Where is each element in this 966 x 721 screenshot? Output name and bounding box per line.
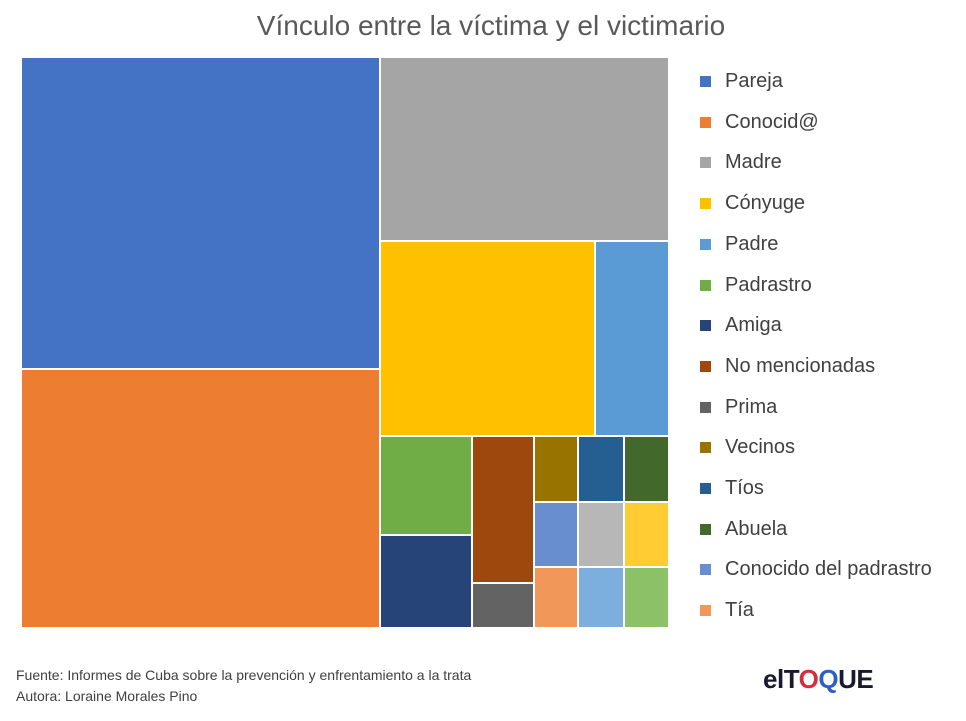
legend-swatch [700, 564, 711, 576]
treemap-cell-tíos [577, 435, 625, 503]
legend-label: Madre [725, 151, 782, 174]
legend-label: Conocido del padrastro [725, 558, 932, 581]
legend-swatch [700, 157, 711, 169]
legend-label: Tíos [725, 477, 764, 499]
chart-footer: Fuente: Informes de Cuba sobre la preven… [16, 665, 471, 707]
legend-swatch [700, 198, 711, 210]
legend-swatch [700, 116, 711, 128]
legend-label: Padrastro [725, 273, 812, 296]
treemap-cell-conocid@ [20, 368, 381, 629]
treemap-cell-padre [594, 240, 670, 437]
treemap-cell-prima [471, 582, 535, 629]
legend-swatch [700, 401, 711, 413]
legend-swatch [700, 279, 711, 291]
treemap-cell-padrastro [379, 435, 473, 536]
treemap-cell-conocido-del-padrastro [533, 501, 579, 568]
legend-swatch [700, 76, 711, 87]
legend-label: No mencionadas [725, 354, 876, 377]
legend-swatch [700, 483, 711, 494]
eltoque-logo: elTOQUE [763, 664, 874, 694]
legend-label: Conocid@ [725, 110, 819, 133]
treemap-cell-madre [379, 56, 670, 242]
legend-label: Cónyuge [725, 192, 806, 215]
legend-label: Vecinos [725, 436, 796, 459]
treemap-cell-vecinos [533, 435, 579, 503]
treemap-cell-cónyuge [379, 240, 596, 437]
legend-swatch [700, 605, 711, 617]
treemap-cell-extra-light-green [623, 566, 670, 629]
legend-swatch [700, 523, 711, 535]
treemap-cell-tía [533, 566, 579, 629]
legend-label: Padre [725, 232, 779, 255]
treemap-cell-extra-light-blue [577, 566, 625, 629]
legend-swatch [700, 442, 711, 454]
legend-label: Prima [725, 395, 778, 418]
treemap-cell-extra-yellow [623, 501, 670, 568]
treemap-cell-pareja [20, 56, 381, 370]
legend-swatch [700, 320, 711, 332]
legend-label: Abuela [725, 517, 788, 540]
legend-swatch [700, 238, 711, 250]
treemap-cell-amiga [379, 534, 473, 629]
legend-label: Tía [725, 599, 754, 622]
treemap-cell-extra-gray [577, 501, 625, 568]
source-note: Fuente: Informes de Cuba sobre la preven… [16, 667, 472, 683]
legend-label: Pareja [725, 70, 783, 92]
treemap-cell-no-mencionadas [471, 435, 535, 584]
legend-swatch [700, 360, 711, 372]
author-note: Autora: Loraine Morales Pino [16, 688, 198, 704]
treemap-cell-abuela [623, 435, 670, 503]
legend-label: Amiga [725, 314, 782, 337]
chart-title: Vínculo entre la víctima y el victimario [256, 10, 726, 41]
